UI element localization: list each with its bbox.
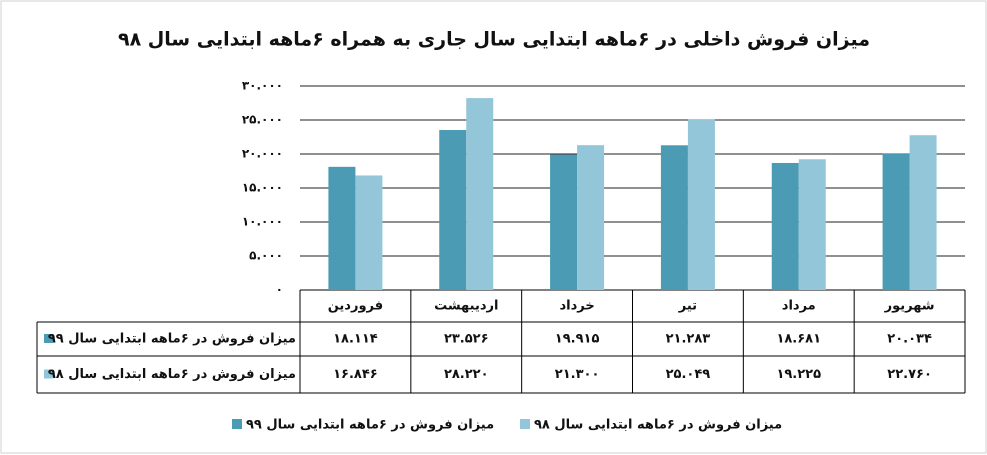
y-tick-label: ۱۰.۰۰۰ [242, 215, 283, 229]
x-tick-label: خرداد [559, 299, 594, 314]
x-tick-label: شهریور [884, 299, 935, 314]
table-row-header: میزان فروش در ۶ماهه ابتدایی سال ۹۹ [48, 332, 296, 347]
bar [466, 98, 494, 290]
bar [660, 145, 688, 290]
table-cell: ۲۰.۰۳۴ [887, 332, 932, 347]
table-cell: ۲۵.۰۴۹ [666, 367, 711, 382]
table-cell: ۲۸.۲۲۰ [444, 367, 489, 382]
legend-label: میزان فروش در ۶ماهه ابتدایی سال ۹۸ [534, 418, 782, 433]
table-cell: ۲۲.۷۶۰ [887, 367, 932, 382]
table-cell: ۱۸.۶۸۱ [776, 332, 821, 347]
bar [577, 145, 605, 290]
y-tick-label: ۳۰.۰۰۰ [242, 79, 283, 93]
y-tick-label: ۰ [276, 283, 283, 297]
legend-key [232, 419, 242, 429]
bar [550, 154, 578, 290]
y-tick-label: ۱۵.۰۰۰ [242, 181, 283, 195]
bar [882, 153, 910, 290]
table-cell: ۱۹.۹۱۵ [555, 332, 600, 347]
table-row-header: میزان فروش در ۶ماهه ابتدایی سال ۹۸ [48, 367, 296, 382]
table-cell: ۱۹.۲۲۵ [776, 367, 821, 382]
bar [798, 159, 826, 290]
x-tick-label: مرداد [782, 299, 816, 314]
bar [909, 135, 937, 290]
y-tick-label: ۵.۰۰۰ [249, 249, 283, 263]
table-cell: ۲۱.۳۰۰ [555, 367, 600, 382]
bar [328, 166, 356, 290]
table-cell: ۱۶.۸۴۶ [333, 367, 378, 382]
legend-key [44, 369, 53, 379]
table-cell: ۲۱.۲۸۳ [666, 332, 711, 347]
table-cell: ۱۸.۱۱۴ [333, 332, 378, 347]
table-cell: ۲۳.۵۲۶ [444, 332, 489, 347]
x-tick-label: اردیبهشت [434, 299, 498, 314]
bar [771, 162, 799, 290]
legend-label: میزان فروش در ۶ماهه ابتدایی سال ۹۹ [246, 418, 494, 433]
legend-key [44, 334, 53, 343]
legend-key [520, 419, 530, 429]
x-tick-label: تیر [678, 299, 697, 314]
y-tick-label: ۲۰.۰۰۰ [242, 147, 283, 161]
x-tick-label: فروردین [328, 299, 383, 314]
bar [355, 175, 383, 290]
bar [439, 130, 467, 290]
y-tick-label: ۲۵.۰۰۰ [242, 113, 283, 127]
bar [687, 119, 715, 290]
chart-title: میزان فروش داخلی در ۶ماهه ابتدایی سال جا… [118, 29, 870, 51]
